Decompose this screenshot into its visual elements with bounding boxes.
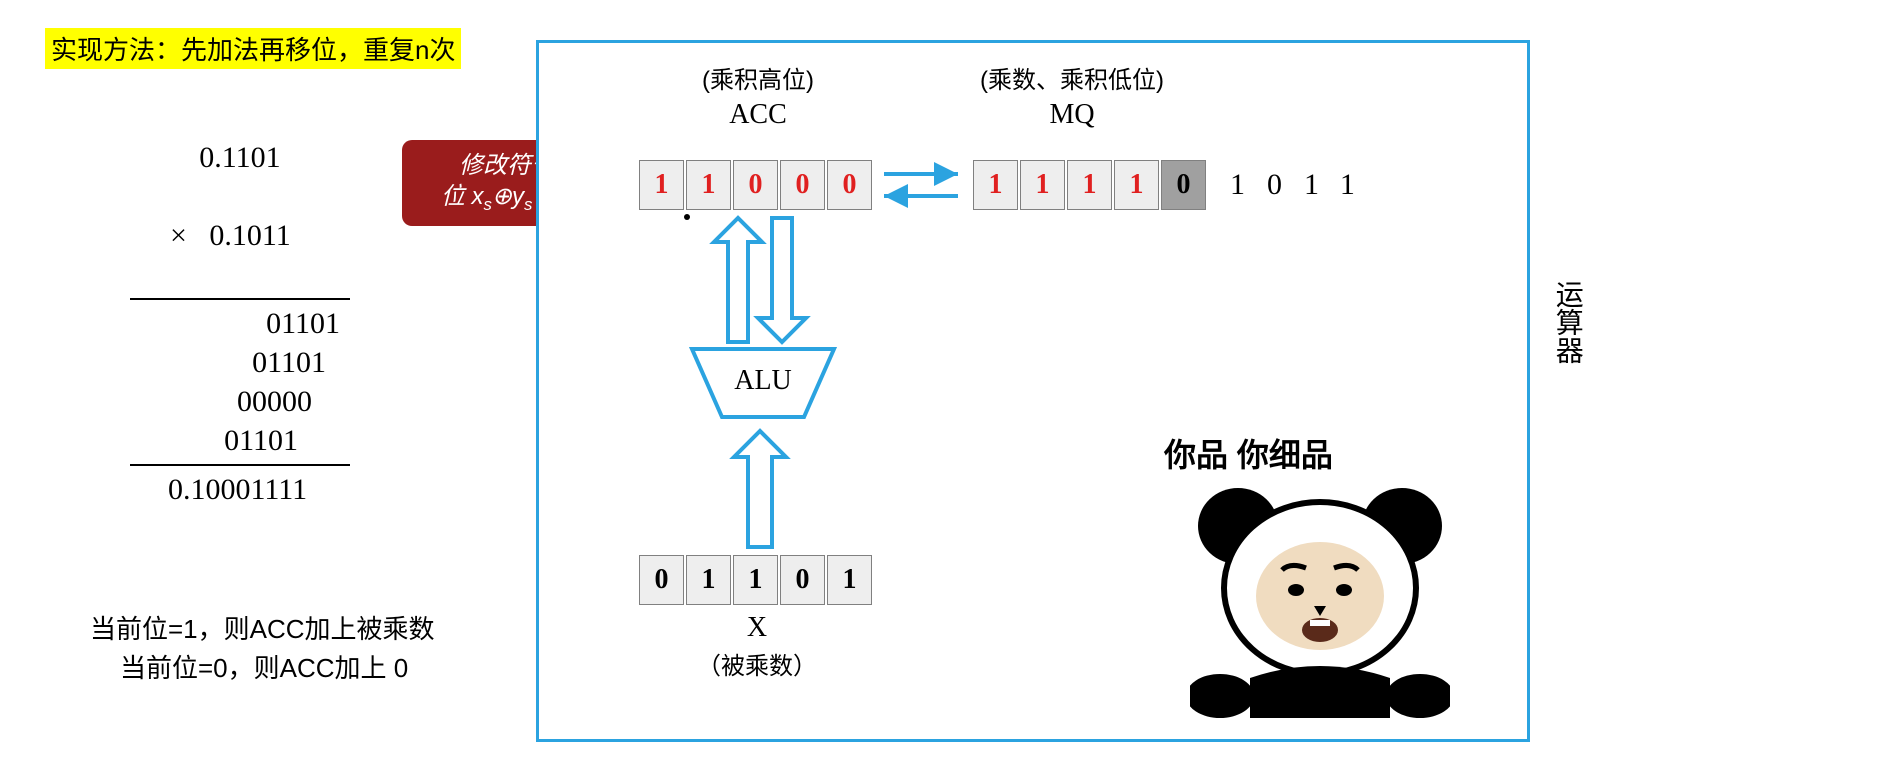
bit-cell: 1 [686,555,731,605]
bit-cell: 0 [780,160,825,210]
x-bottom-label: （被乘数） [638,646,876,681]
bit-rules: 当前位=1，则ACC加上被乘数 当前位=0，则ACC加上 0 [90,610,435,688]
bit-cell: 0 [780,555,825,605]
operand-b-row: × 0.1011 [130,177,350,294]
bit-cell: 1 [827,555,872,605]
multiplication-workout: 0.1101 × 0.1011 01101 01101 00000 01101 … [130,138,350,509]
bit-cell: 0 [639,555,684,605]
mq-top-label: (乘数、乘积低位) MQ [942,60,1202,131]
rule-line-2: 当前位=0，则ACC加上 0 [90,649,435,688]
x-register: 01101 [638,555,873,605]
divider [130,298,350,300]
partial-0: 01101 [130,304,350,343]
mq-register: 11110 [972,160,1207,210]
operand-a: 0.1101 [130,138,350,177]
calculator-side-label: 运算器 [1552,280,1583,364]
rule-line-1: 当前位=1，则ACC加上被乘数 [90,610,435,649]
mq-name: MQ [942,99,1202,131]
bit-cell: 0 [733,160,778,210]
bit-cell: 1 [1020,160,1065,210]
x-name: X [638,612,876,644]
partial-1: 01101 [130,343,350,382]
mult-symbol: × [170,219,187,252]
divider [130,464,350,466]
shifted-out-bits: 1011 [1230,168,1377,202]
bit-cell: 1 [1067,160,1112,210]
partial-2: 00000 [130,382,350,421]
bit-cell: 1 [733,555,778,605]
panda-meme-icon [1190,478,1450,718]
acc-top-label: (乘积高位) ACC [648,60,868,131]
operand-b: 0.1011 [209,219,290,252]
alu-label: ALU [734,365,792,396]
bit-cell: 0 [827,160,872,210]
bit-cell: 1 [973,160,1018,210]
acc-name: ACC [648,99,868,131]
bit-cell: 1 [639,160,684,210]
alu-unit: ALU [688,345,838,423]
meme-caption: 你品 你细品 [1164,430,1333,476]
radix-point-icon [684,214,690,220]
bit-cell: 0 [1161,160,1206,210]
bit-cell: 1 [686,160,731,210]
bit-cell: 1 [1114,160,1159,210]
x-label: X （被乘数） [638,612,876,681]
result: 0.10001111 [130,470,350,509]
partial-3: 01101 [130,421,350,460]
method-title: 实现方法：先加法再移位，重复n次 [45,28,461,69]
acc-register: 11000 [638,160,873,210]
